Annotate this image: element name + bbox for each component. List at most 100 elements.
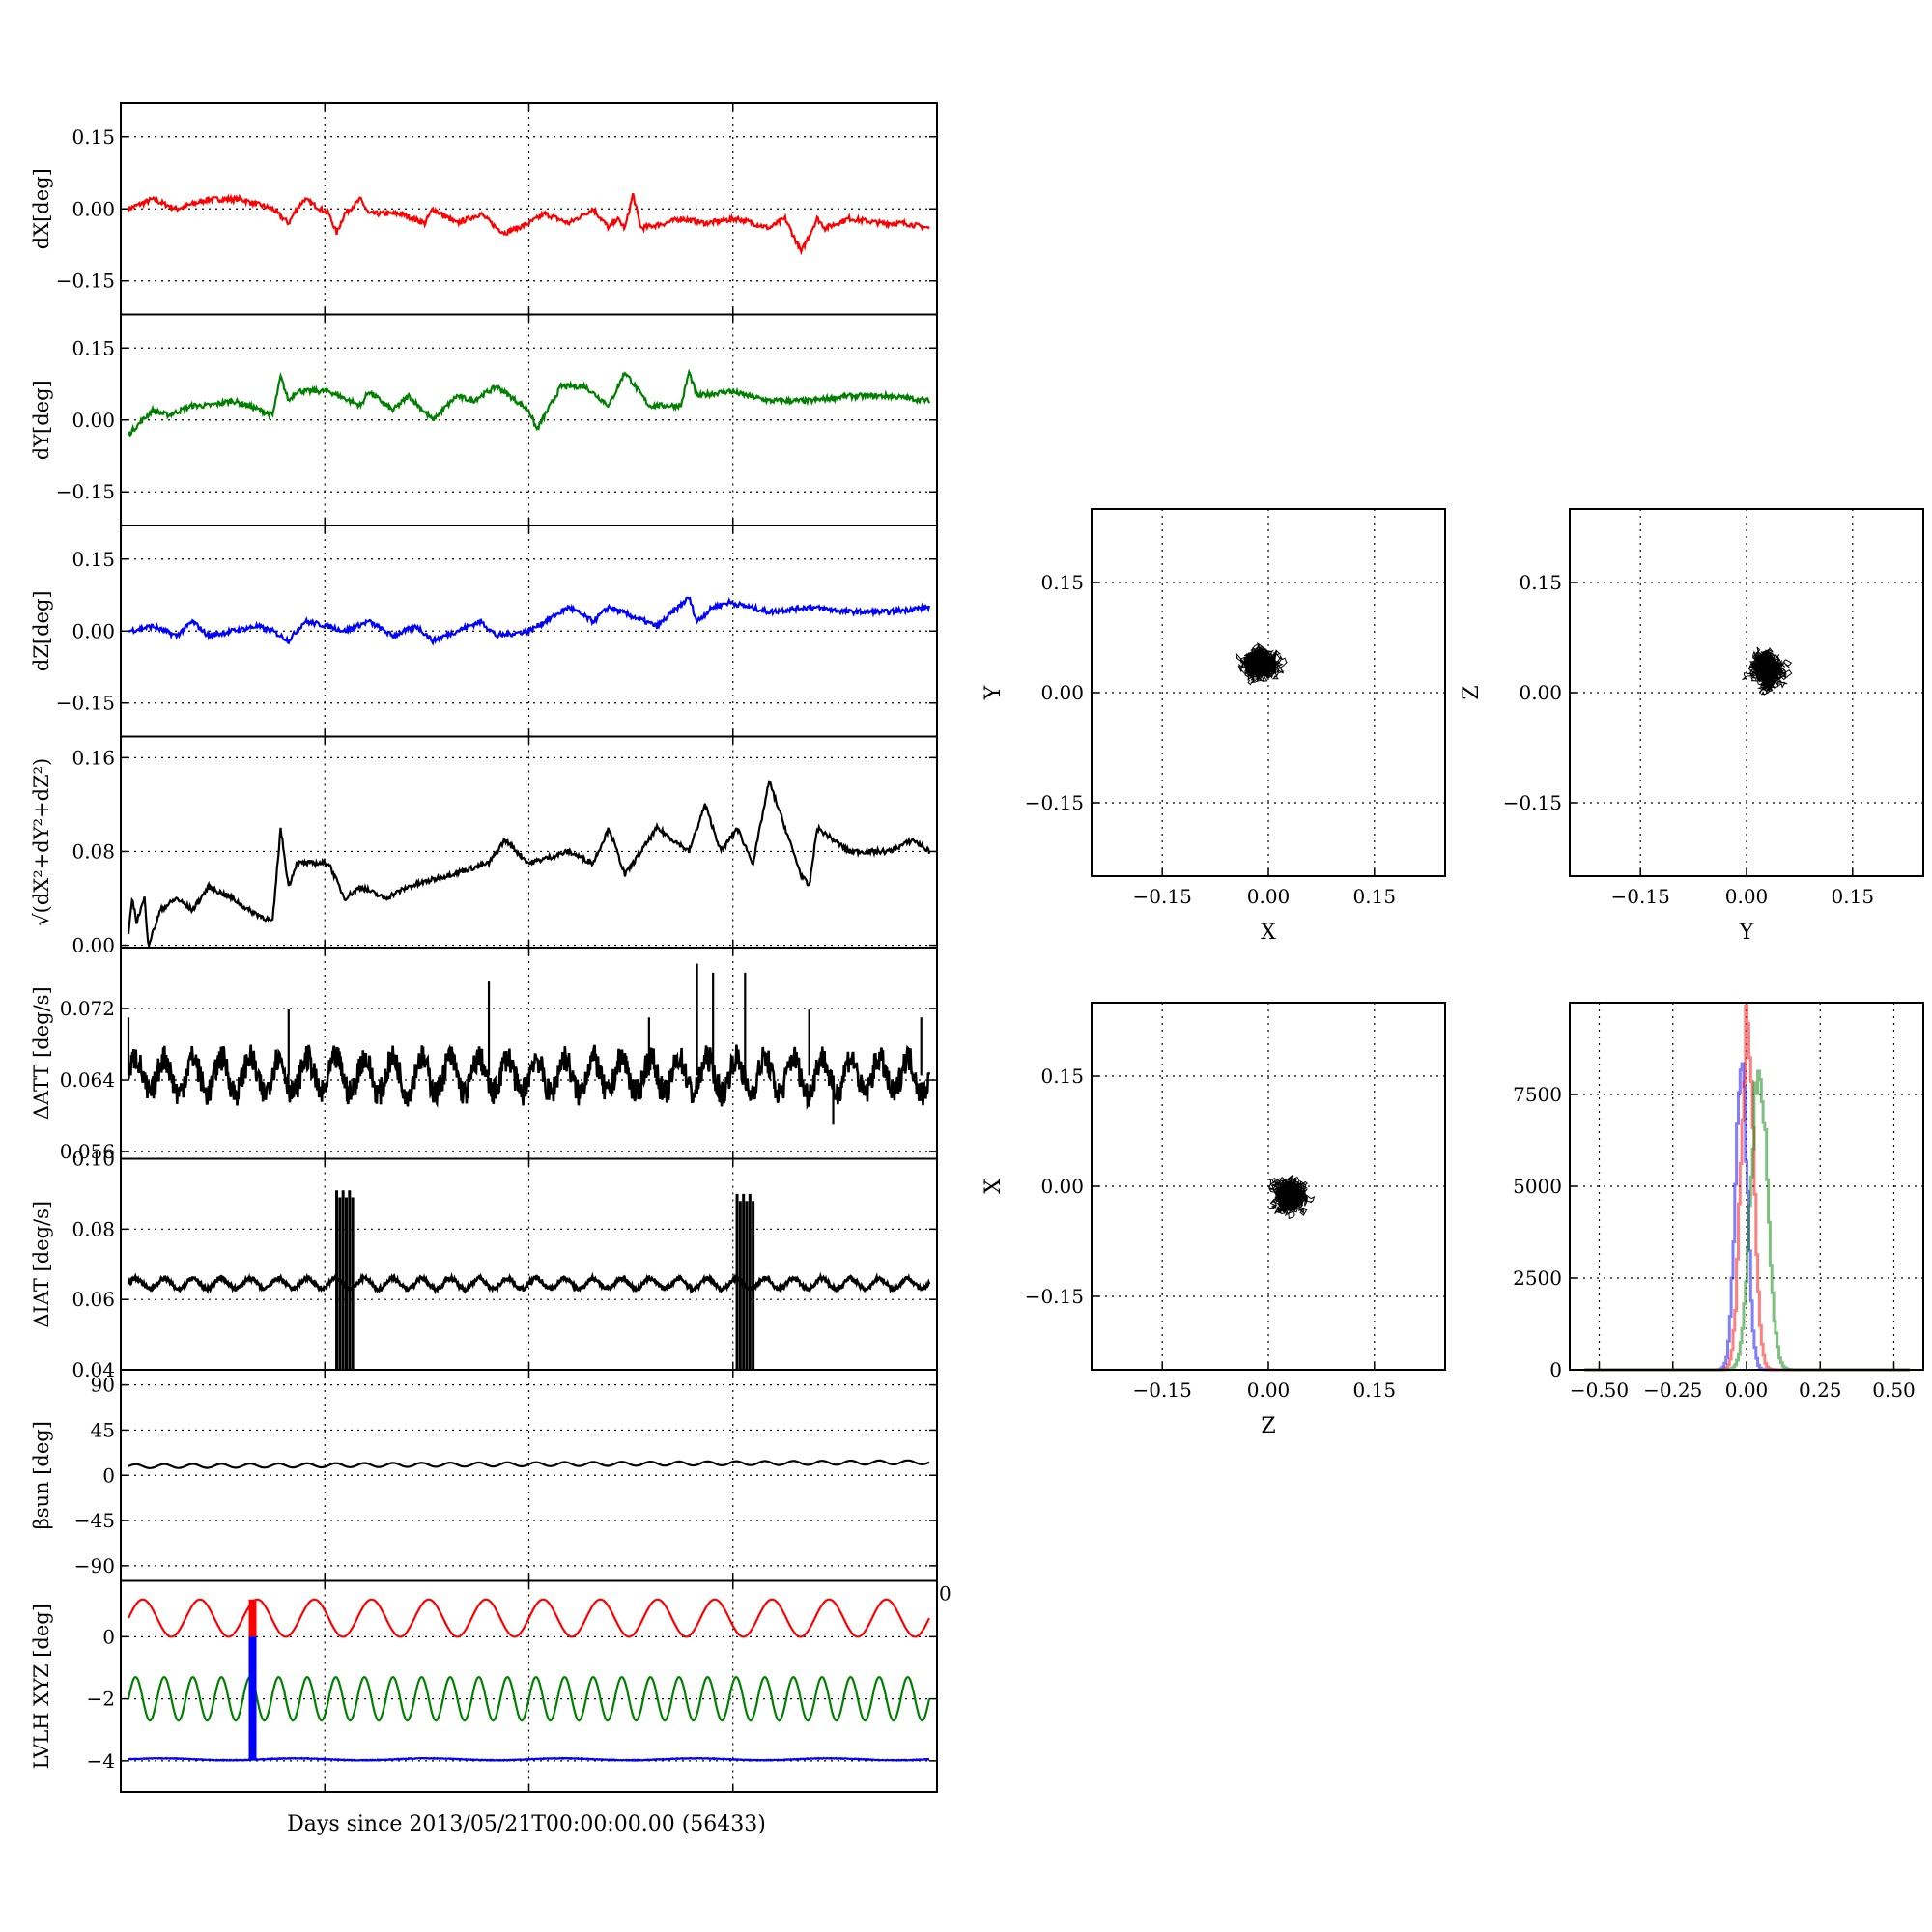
dy-ylabel: dY[deg] [30,380,53,460]
zx-ylabel: X [981,1179,1006,1194]
yz-xtick-label: −0.15 [1611,885,1670,908]
yz-ylabel: Z [1460,685,1484,699]
yz-xlabel: Y [1739,921,1754,945]
panel-hist: −0.50 −0.25 0.00 0.25 0.50 0 2500 5000 7500 [1513,1002,1924,1402]
zx-ytick-label: 0.15 [1040,1065,1084,1088]
beta-ytick-label: −90 [74,1554,115,1577]
yz-scatter-trace [1742,646,1793,696]
panel-dx: −0.15 0.00 0.15 dX[deg] [30,102,938,316]
dy-plot-area [127,368,931,438]
dx-ylabel: dX[deg] [30,168,53,249]
xy-xtick-label: 0.00 [1247,885,1291,908]
zx-ytick-label: 0.00 [1040,1175,1084,1198]
panel-beta: −90 −45 0 45 90 βsun [deg] [30,1369,938,1582]
panel-datt: 0.056 0.064 0.072 ΔATT [deg/s] [30,947,938,1163]
dy-ytick-label: −0.15 [56,480,115,503]
hist-series-2 [1584,1069,1910,1372]
beta-plot-area [128,1459,930,1470]
datt-ylabel: ΔATT [deg/s] [30,986,53,1120]
lvlh-frame [120,1579,938,1793]
panel-lvlh: −4 −2 0 LVLH XYZ [deg] 0 [30,1579,952,1793]
zx-xtick-label: −0.15 [1133,1378,1192,1402]
panel-diat: 0.04 0.06 0.08 0.10 ΔIAT [deg/s] [30,1148,938,1381]
beta-ytick-label: 0 [102,1463,115,1487]
dr-ytick-label: 0.16 [71,746,115,769]
hist-xtick-label: 0.00 [1725,1378,1769,1402]
dr-plot-area [127,780,931,948]
zx-ytick-label: −0.15 [1025,1285,1084,1308]
hist-xtick-label: −0.50 [1570,1378,1629,1402]
diat-series-line-0 [127,1271,931,1295]
panel-dz: −0.15 0.00 0.15 dZ[deg] [30,525,938,738]
datt-ytick-label: 0.072 [60,997,115,1020]
zx-xtick-label: 0.15 [1353,1378,1397,1402]
dx-plot-area [127,193,930,256]
hist-frame [1569,1002,1924,1371]
dz-ytick-label: 0.15 [71,548,115,571]
diat-ytick-label: 0.08 [71,1217,115,1240]
diat-ytick-label: 0.04 [71,1358,115,1381]
xy-frame [1091,508,1446,877]
zx-scatter-trace [1268,1175,1316,1220]
dy-series-line-0 [127,368,931,438]
yz-xtick-label: 0.00 [1725,885,1769,908]
panel-xy: −0.15 −0.15 0.00 0.00 0.15 0.15 X Y [981,508,1446,945]
hist-xtick-label: 0.25 [1799,1378,1842,1402]
xy-xlabel: X [1261,921,1276,945]
dr-ytick-label: 0.08 [71,839,115,863]
dz-series-line-0 [128,596,931,646]
dx-ytick-label: 0.15 [71,126,115,149]
dx-ytick-label: 0.00 [71,197,115,220]
hist-ytick-label: 2500 [1513,1266,1562,1290]
panel-zx: −0.15 −0.15 0.00 0.00 0.15 0.15 Z X [981,1002,1446,1438]
yz-ytick-label: 0.00 [1519,681,1562,704]
dz-plot-area [128,596,931,646]
diat-frame [120,1157,938,1371]
lvlh-ylabel: LVLH XYZ [deg] [30,1604,53,1769]
lvlh-ytick-label: −2 [87,1688,115,1711]
diat-ytick-label: 0.06 [71,1288,115,1311]
xy-xtick-label: −0.15 [1133,885,1192,908]
yz-ytick-label: −0.15 [1503,791,1562,814]
xy-ytick-label: 0.00 [1040,681,1084,704]
datt-ytick-label: 0.064 [60,1068,115,1092]
datt-frame [120,947,938,1160]
lvlh-series-line-0 [128,1598,930,1638]
dr-ytick-label: 0.00 [71,934,115,957]
dz-ylabel: dZ[deg] [30,590,53,671]
hist-ytick-label: 5000 [1513,1175,1562,1198]
yz-ytick-label: 0.15 [1519,571,1562,594]
yz-frame [1569,508,1924,877]
lvlh-ytick-label: 0 [102,1625,115,1648]
dx-ytick-label: −0.15 [56,270,115,293]
lvlh-series-line-2 [128,1756,930,1762]
xy-scatter-trace [1235,642,1288,686]
panel-yz: −0.15 −0.15 0.00 0.00 0.15 0.15 Y Z [1460,508,1924,945]
beta-ytick-label: −45 [74,1509,115,1532]
hist-ytick-label: 7500 [1513,1083,1562,1106]
xy-ylabel: Y [981,685,1006,700]
lvlh-series-line-1 [127,1676,931,1722]
plots-layer: −0.150.000.15dX[deg]−0.150.000.15dY[deg]… [30,102,1924,1793]
lvlh-plot-area [127,1598,931,1762]
xy-ytick-label: −0.15 [1025,791,1084,814]
hist-ytick-label: 0 [1549,1358,1562,1381]
beta-series-line-0 [128,1459,930,1470]
panel-dr: 0.00 0.08 0.16 √(dX²+dY²+dZ²) [30,735,938,957]
diat-ylabel: ΔIAT [deg/s] [30,1201,53,1328]
dy-ytick-label: 0.00 [71,409,115,432]
beta-ytick-label: 90 [91,1374,115,1397]
datt-series-line-0 [127,1043,931,1111]
zx-xtick-label: 0.00 [1247,1378,1291,1402]
diat-ytick-label: 0.10 [71,1148,115,1171]
dr-series-line-0 [127,780,931,948]
time-axis-label: Days since 2013/05/21T00:00:00.00 (56433… [287,1812,766,1836]
lvlh-xtick-label: 0 [939,1582,952,1605]
diat-plot-area [127,1190,931,1370]
dz-ytick-label: 0.00 [71,619,115,642]
dy-ytick-label: 0.15 [71,336,115,359]
beta-ytick-label: 45 [91,1418,115,1441]
xy-ytick-label: 0.15 [1040,571,1084,594]
datt-plot-area [127,963,931,1125]
